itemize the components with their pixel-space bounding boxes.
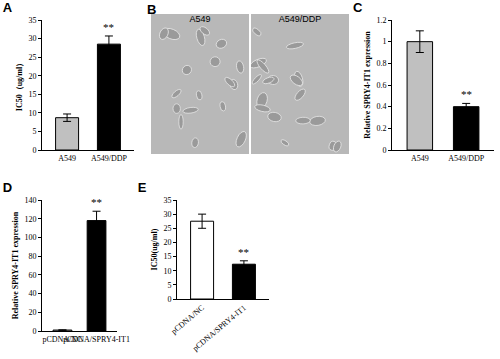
svg-text:**: **	[103, 21, 114, 33]
svg-text:**: **	[91, 196, 102, 208]
svg-text:80: 80	[28, 252, 36, 261]
svg-text:10: 10	[28, 109, 36, 118]
svg-text:60: 60	[28, 271, 36, 280]
svg-text:A549: A549	[58, 154, 76, 163]
svg-text:E: E	[138, 180, 147, 195]
html-text:A549: A549	[189, 14, 211, 24]
svg-text:0.6: 0.6	[376, 81, 386, 90]
svg-text:5: 5	[32, 127, 36, 136]
svg-text:IC50（ug/ml）: IC50（ug/ml）	[15, 59, 24, 111]
svg-text:pCDNA/SPRY4-IT1: pCDNA/SPRY4-IT1	[63, 335, 130, 344]
svg-text:0.8: 0.8	[376, 59, 386, 68]
svg-text:0.4: 0.4	[376, 102, 386, 111]
svg-text:pCDNA/NC: pCDNA/NC	[170, 303, 206, 336]
svg-text:10: 10	[163, 267, 171, 276]
svg-text:1: 1	[382, 37, 386, 46]
svg-text:0: 0	[32, 327, 36, 336]
svg-text:Relative SPRY4-IT1 expression: Relative SPRY4-IT1 expression	[11, 211, 20, 319]
svg-text:15: 15	[28, 90, 36, 99]
svg-text:1.2: 1.2	[376, 16, 386, 25]
svg-text:140: 140	[24, 196, 36, 205]
svg-text:0: 0	[32, 146, 36, 155]
svg-text:35: 35	[28, 16, 36, 25]
svg-text:25: 25	[163, 224, 171, 233]
svg-text:120: 120	[24, 215, 36, 224]
svg-text:IC50(ug/ml): IC50(ug/ml)	[150, 228, 159, 270]
svg-text:A: A	[3, 0, 13, 15]
svg-text:30: 30	[163, 210, 171, 219]
svg-text:**: **	[238, 246, 249, 258]
svg-text:A549/DDP: A549/DDP	[91, 154, 128, 163]
svg-text:35: 35	[163, 196, 171, 205]
svg-text:25: 25	[28, 53, 36, 62]
svg-text:0: 0	[382, 146, 386, 155]
html-text:A549/DDP: A549/DDP	[278, 14, 322, 24]
svg-text:100: 100	[24, 233, 36, 242]
svg-text:A549/DDP: A549/DDP	[448, 154, 485, 163]
svg-text:15: 15	[163, 252, 171, 261]
svg-text:20: 20	[28, 308, 36, 317]
svg-text:**: **	[461, 88, 472, 100]
svg-text:A549: A549	[411, 154, 429, 163]
svg-text:Relative SPRY4-IT1 expression: Relative SPRY4-IT1 expression	[363, 31, 372, 139]
svg-text:40: 40	[28, 289, 36, 298]
svg-text:5: 5	[167, 281, 171, 290]
svg-text:D: D	[3, 180, 12, 195]
svg-text:C: C	[353, 0, 363, 15]
svg-text:20: 20	[28, 72, 36, 81]
svg-text:0: 0	[167, 295, 171, 304]
svg-text:0.2: 0.2	[376, 124, 386, 133]
svg-text:20: 20	[163, 238, 171, 247]
svg-text:pCDNA/SPRY4-IT1: pCDNA/SPRY4-IT1	[191, 303, 248, 353]
svg-text:pCDNA/NC: pCDNA/NC	[42, 335, 82, 344]
html-text:B: B	[147, 2, 157, 17]
svg-text:30: 30	[28, 34, 36, 43]
